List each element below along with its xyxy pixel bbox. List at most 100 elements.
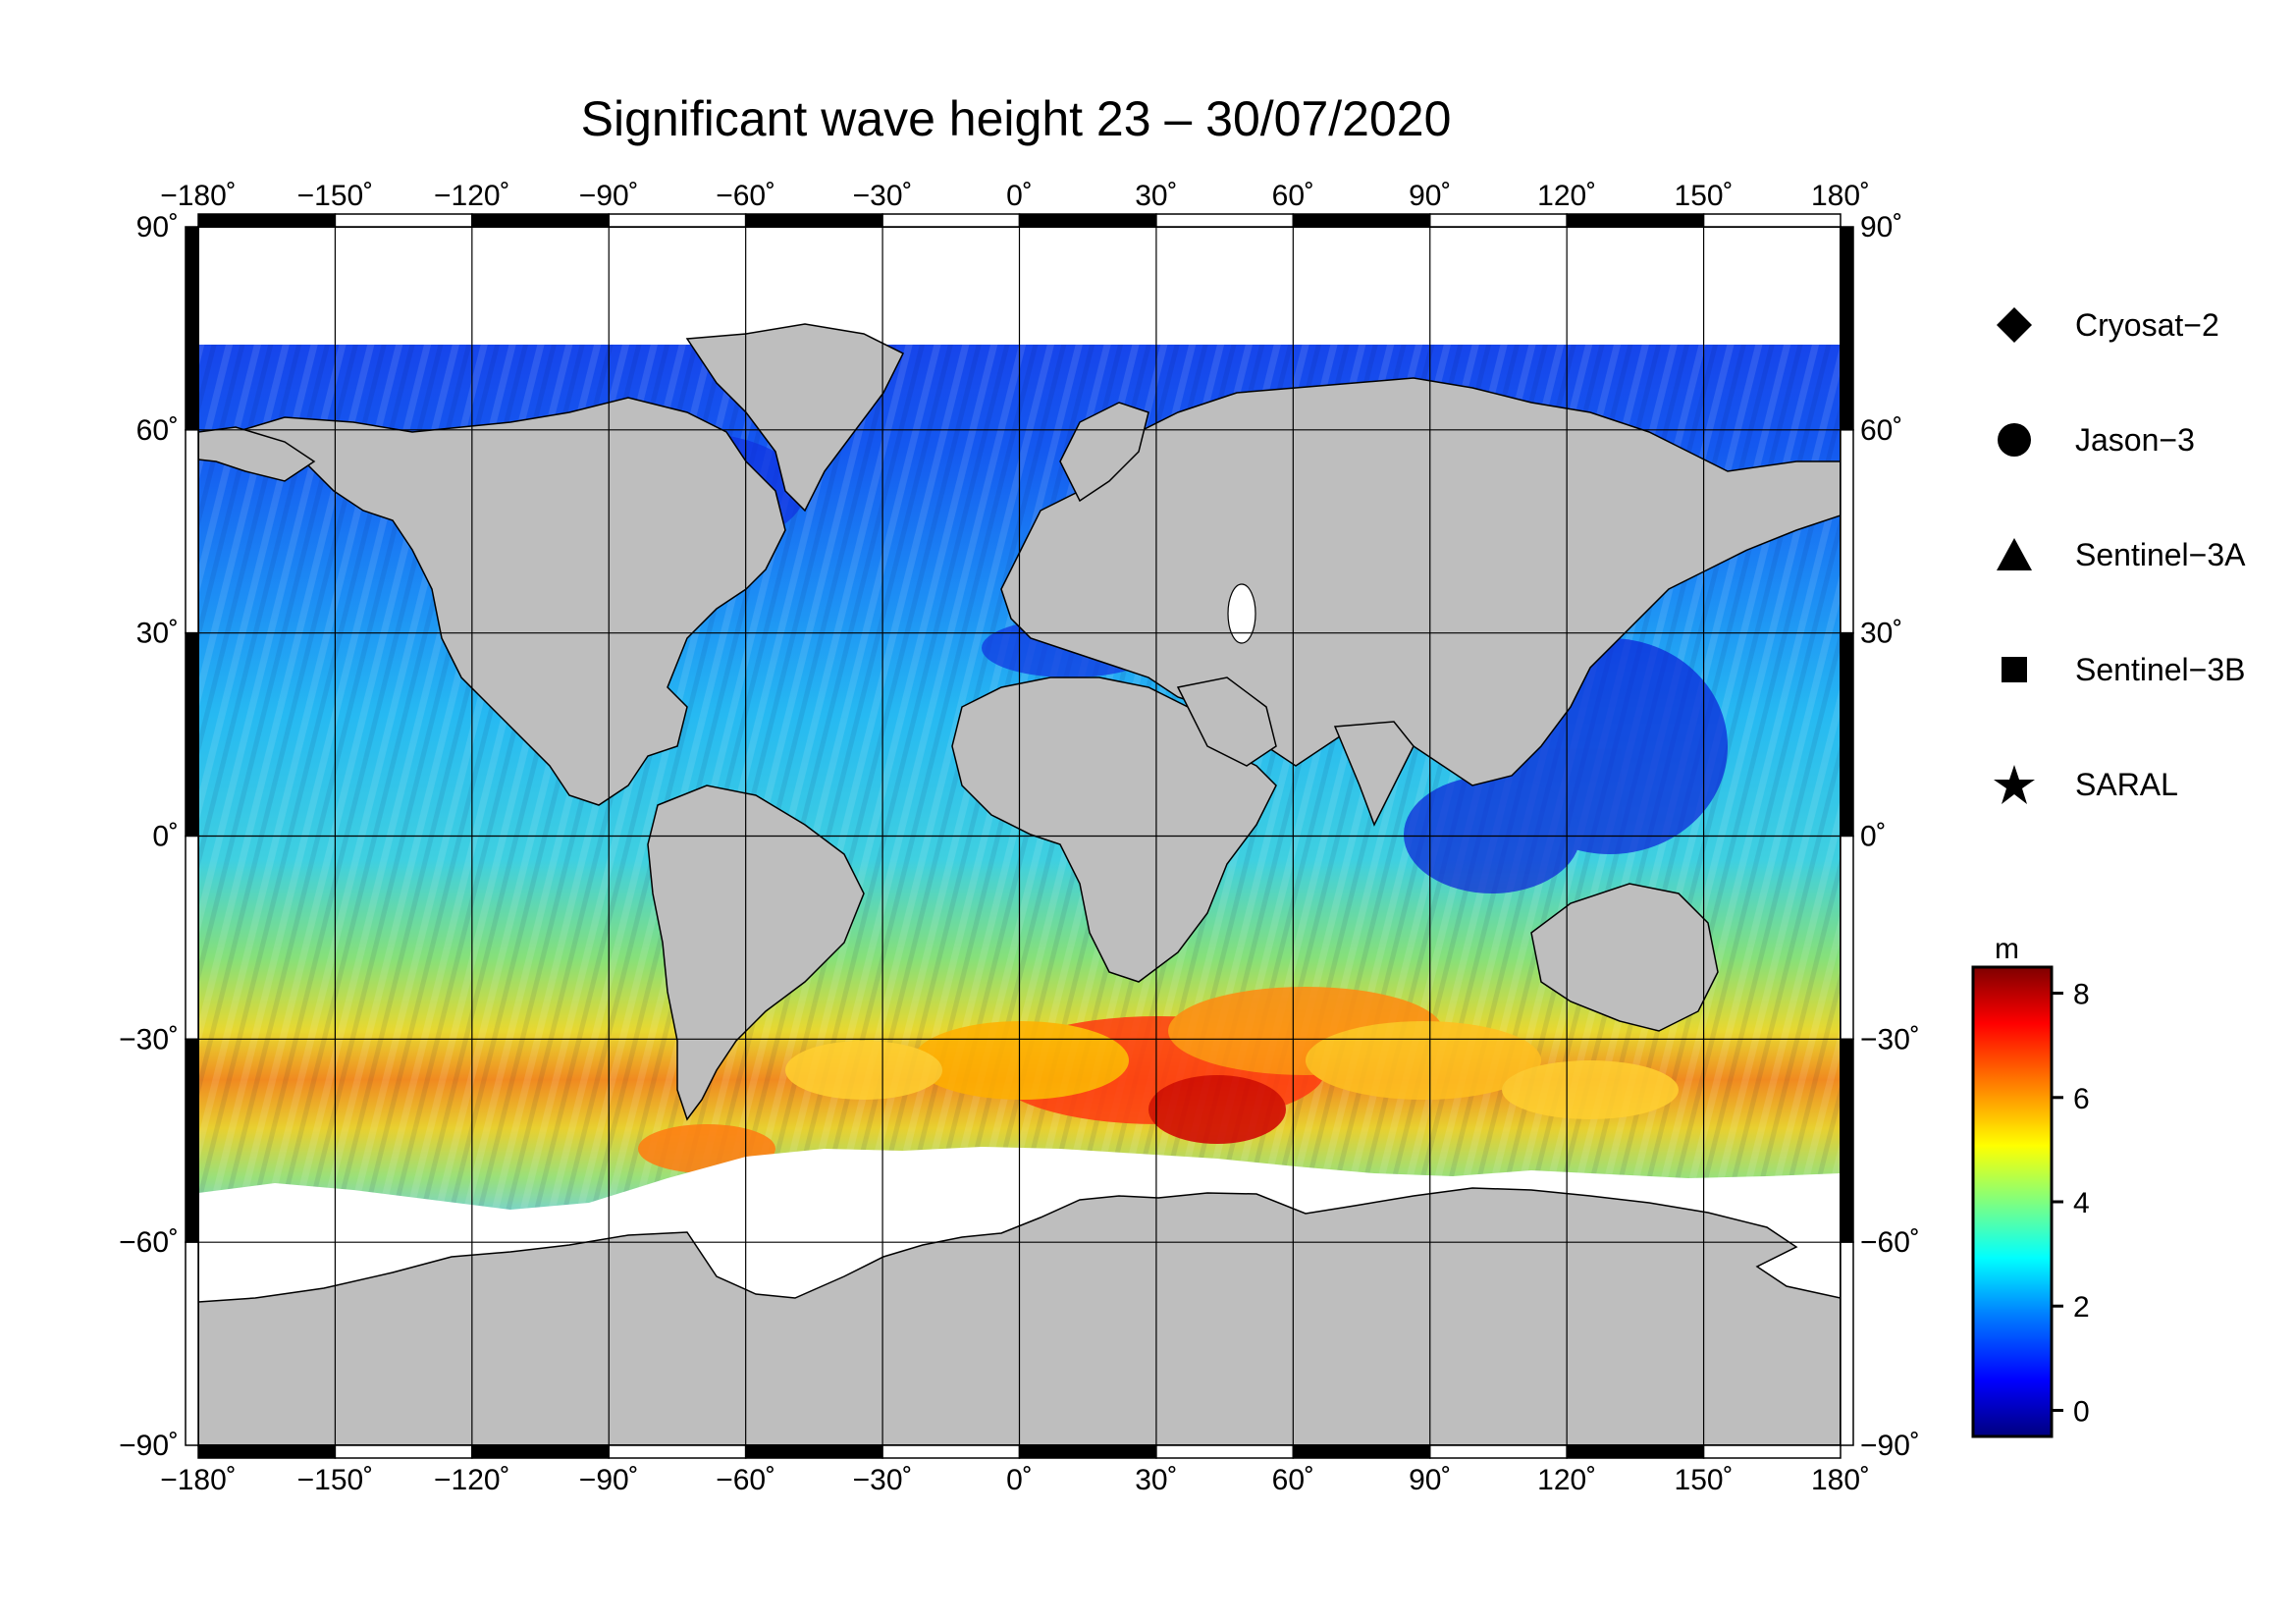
lon-tick-label: −120˚ [434, 1464, 510, 1496]
lon-labels-top: −180˚ −150˚ −120˚ −90˚ −60˚ −30˚ 0˚ 30˚ 60˚ 90˚ 12… [160, 180, 1870, 212]
frame-bar-top [881, 213, 1021, 228]
lon-tick-label: −60˚ [716, 180, 775, 212]
legend-label: Jason−3 [2075, 421, 2195, 458]
lon-tick-label: −180˚ [160, 180, 237, 212]
frame-bar-top [1155, 213, 1295, 228]
frame-bar-bottom [1292, 1444, 1431, 1459]
lon-tick-label: 150˚ [1675, 180, 1734, 212]
lon-tick-label: −90˚ [579, 1464, 639, 1496]
lon-tick-label: 60˚ [1272, 1464, 1314, 1496]
lon-tick-label: 0˚ [1006, 180, 1033, 212]
scandinavia-land [1059, 402, 1149, 503]
lon-tick-label: 180˚ [1811, 180, 1870, 212]
lat-labels-left: 90˚ 60˚ 30˚ 0˚ −30˚ −60˚ −90˚ [119, 211, 179, 1462]
southern-ocean-high-waves [638, 987, 1679, 1173]
lon-tick-label: 180˚ [1811, 1464, 1870, 1496]
frame-bar-top [197, 213, 337, 228]
legend-label: Sentinel−3B [2075, 651, 2246, 687]
lat-labels-right: 90˚ 60˚ 30˚ 0˚ −30˚ −60˚ −90˚ [1860, 211, 1920, 1462]
frame-bar-right [1840, 1241, 1854, 1446]
frame-bars [185, 213, 1854, 1459]
lon-tick-label: −30˚ [853, 180, 913, 212]
diamond-icon [1993, 303, 2036, 347]
lat-tick-label: −60˚ [1860, 1226, 1920, 1259]
frame-bar-top [1018, 213, 1157, 228]
frame-bar-top [334, 213, 473, 228]
frame-bar-top [744, 213, 883, 228]
colorbar-tick-label: 4 [2073, 1187, 2090, 1219]
lat-tick-label: −90˚ [119, 1430, 179, 1462]
greenland-land [685, 323, 905, 513]
india-land [1333, 721, 1415, 827]
colorbar-ticks: 0 2 4 6 8 [2052, 979, 2090, 1428]
frame-bar-top [1292, 213, 1431, 228]
frame-bar-bottom [744, 1444, 883, 1459]
frame-bar-bottom [197, 1444, 337, 1459]
lon-tick-label: 30˚ [1135, 180, 1177, 212]
frame-bar-bottom [1566, 1444, 1705, 1459]
frame-bar-left [185, 1241, 199, 1446]
triangle-icon [1993, 533, 2036, 576]
colorbar [1971, 965, 2054, 1438]
frame-bar-bottom [608, 1444, 747, 1459]
legend-item-sentinel-3a: Sentinel−3A [1993, 525, 2245, 584]
lon-tick-label: −150˚ [297, 180, 374, 212]
frame-bar-bottom [1702, 1444, 1842, 1459]
caspian-sea [1227, 583, 1256, 644]
frame-bar-bottom [881, 1444, 1021, 1459]
colorbar-tick-label: 8 [2073, 979, 2090, 1011]
frame-bar-bottom [471, 1444, 611, 1459]
legend-item-cryosat: Cryosat−2 [1993, 296, 2219, 354]
frame-bar-top [608, 213, 747, 228]
lon-tick-label: −90˚ [579, 180, 639, 212]
colorbar-tick-label: 0 [2073, 1395, 2090, 1428]
legend-item-sentinel-3b: Sentinel−3B [1993, 640, 2245, 699]
frame-bar-bottom [334, 1444, 473, 1459]
alaska-land [198, 426, 316, 482]
arabia-land [1176, 676, 1277, 767]
lat-tick-label: 90˚ [1860, 211, 1902, 243]
frame-bar-left [185, 1038, 199, 1243]
lon-tick-label: 0˚ [1006, 1464, 1033, 1496]
frame-bar-top [1429, 213, 1568, 228]
lat-tick-label: 30˚ [136, 618, 179, 650]
lat-tick-label: −90˚ [1860, 1430, 1920, 1462]
lon-tick-label: 90˚ [1409, 1464, 1451, 1496]
star-icon [1993, 763, 2036, 806]
lat-tick-label: −60˚ [119, 1226, 179, 1259]
lat-tick-label: −30˚ [1860, 1023, 1920, 1055]
circle-icon [1993, 418, 2036, 461]
frame-bar-right [1840, 1038, 1854, 1243]
lon-tick-label: −120˚ [434, 180, 510, 212]
legend-label: SARAL [2075, 766, 2178, 802]
frame-bar-bottom [1018, 1444, 1157, 1459]
lon-tick-label: −60˚ [716, 1464, 775, 1496]
colorbar-tick-label: 2 [2073, 1291, 2090, 1324]
frame-bar-left [185, 429, 199, 634]
frame-bar-right [1840, 631, 1854, 838]
colorbar-unit-label: m [1995, 933, 2019, 965]
frame-bar-left [185, 226, 199, 431]
legend-item-saral: SARAL [1993, 755, 2178, 814]
frame-bar-left [185, 631, 199, 838]
lat-tick-label: 60˚ [136, 414, 179, 447]
colorbar-tick-label: 6 [2073, 1083, 2090, 1115]
legend-item-jason: Jason−3 [1993, 410, 2195, 469]
frame-bar-top [1702, 213, 1842, 228]
frame-bar-left [185, 835, 199, 1041]
lat-tick-label: −30˚ [119, 1023, 179, 1055]
australia-land [1530, 883, 1719, 1032]
map-title: Significant wave height 23 – 30/07/2020 [580, 91, 1452, 146]
frame-bar-bottom [1429, 1444, 1568, 1459]
lat-tick-label: 0˚ [1860, 821, 1887, 853]
north-america-land [234, 397, 786, 806]
legend-label: Sentinel−3A [2075, 536, 2246, 572]
lat-tick-label: 60˚ [1860, 414, 1902, 447]
lat-tick-label: 0˚ [152, 821, 179, 853]
lon-tick-label: −180˚ [160, 1464, 237, 1496]
lon-tick-label: 150˚ [1675, 1464, 1734, 1496]
frame-bar-top [471, 213, 611, 228]
frame-bar-right [1840, 835, 1854, 1041]
lat-tick-label: 90˚ [136, 211, 179, 243]
